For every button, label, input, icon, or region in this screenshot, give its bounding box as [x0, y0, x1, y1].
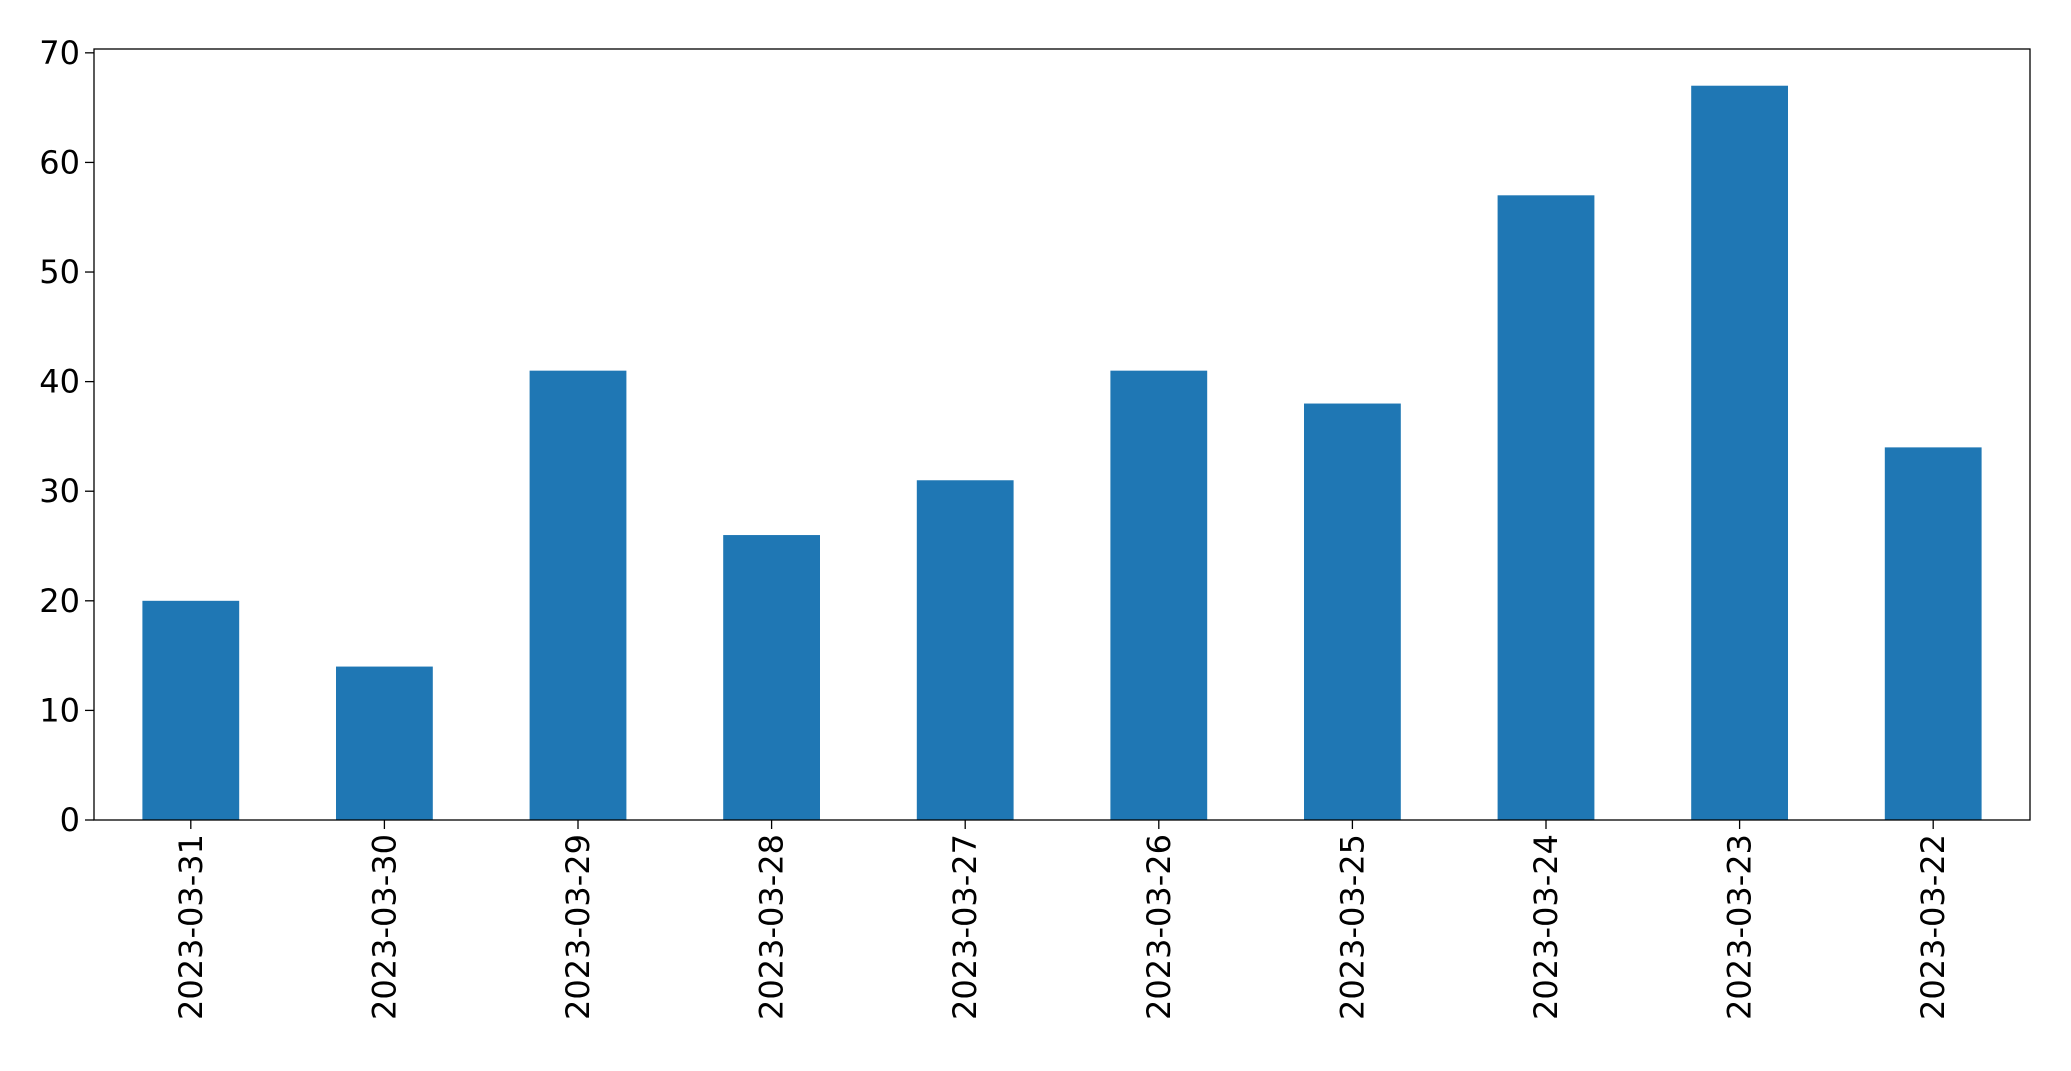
bar	[1691, 85, 1788, 820]
y-tick-label: 30	[39, 472, 80, 510]
bar	[723, 535, 820, 820]
bar	[142, 600, 240, 820]
bar	[1110, 370, 1208, 820]
x-tick-label: 2023-03-24	[1527, 834, 1565, 1020]
y-tick-label: 70	[39, 34, 80, 72]
x-tick-label: 2023-03-26	[1140, 834, 1178, 1020]
y-tick-label: 40	[39, 363, 80, 401]
x-tick-label: 2023-03-28	[753, 834, 791, 1020]
bar	[336, 666, 433, 820]
axes-frame	[93, 48, 2031, 821]
y-tick-label: 10	[39, 691, 80, 729]
y-tick-label: 0	[60, 801, 80, 839]
x-tick-label: 2023-03-25	[1333, 834, 1371, 1020]
bar	[1884, 447, 1982, 820]
y-tick-label: 50	[39, 253, 80, 291]
bar	[1497, 195, 1595, 820]
bar	[916, 480, 1014, 820]
bar	[1304, 403, 1401, 820]
x-tick-label: 2023-03-27	[946, 834, 984, 1020]
x-tick-label: 2023-03-31	[172, 834, 210, 1020]
y-tick-label: 60	[39, 143, 80, 181]
bar	[529, 370, 627, 820]
x-tick-label: 2023-03-22	[1914, 834, 1952, 1020]
y-tick-label: 20	[39, 582, 80, 620]
x-tick-label: 2023-03-23	[1721, 834, 1759, 1020]
x-tick-label: 2023-03-29	[559, 834, 597, 1020]
x-tick-label: 2023-03-30	[365, 834, 403, 1020]
